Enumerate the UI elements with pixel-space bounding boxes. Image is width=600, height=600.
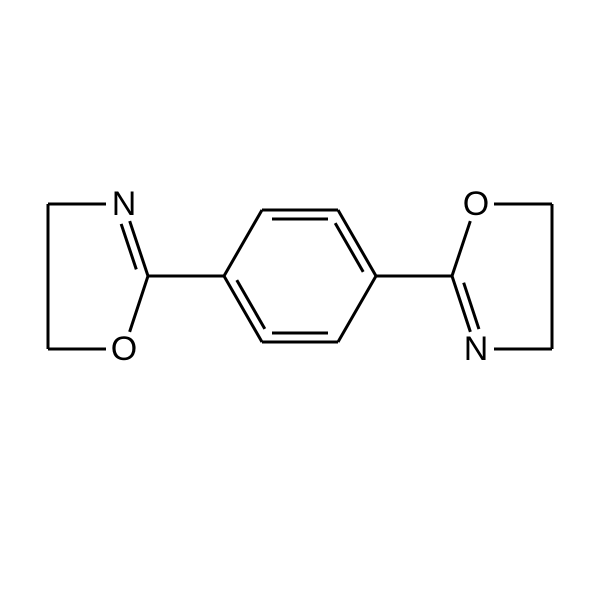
molecule-diagram: O N O N — [0, 0, 600, 600]
bond — [452, 221, 470, 276]
bond — [130, 221, 148, 276]
atom-label-o: O — [111, 330, 137, 368]
atom-label-n: N — [112, 185, 137, 223]
bond — [224, 210, 262, 276]
bond — [130, 276, 148, 332]
bond — [224, 276, 262, 342]
atom-label-n: N — [464, 330, 489, 368]
atom-label-o: O — [463, 185, 489, 223]
bond — [452, 276, 470, 332]
bond — [338, 276, 376, 342]
bond — [338, 210, 376, 276]
